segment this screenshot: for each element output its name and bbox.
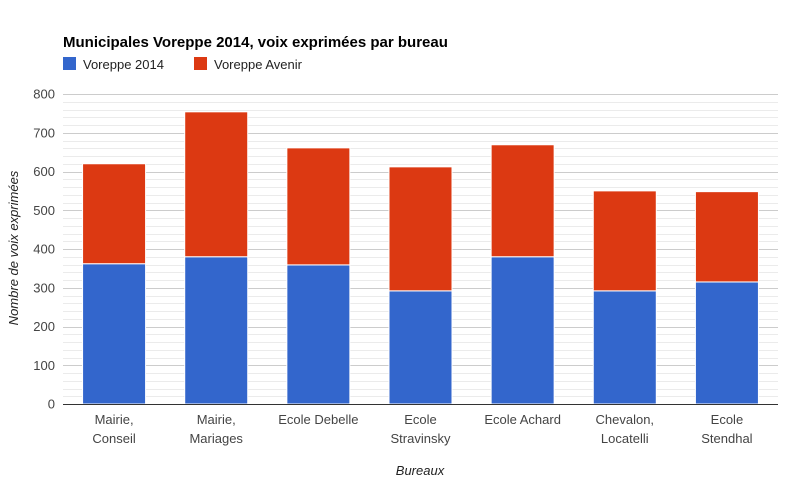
bar-segment-voreppe-avenir[interactable] (388, 166, 453, 292)
legend-swatch-voreppe-avenir (194, 57, 207, 70)
legend-swatch-voreppe-2014 (63, 57, 76, 70)
y-tick-label: 100 (33, 358, 55, 373)
x-tick-label: Ecole Stravinsky (391, 412, 451, 446)
x-axis-ticks: Mairie, Conseil Mairie, Mariages Ecole Debel… (92, 412, 752, 446)
x-tick-label: Ecole Debelle (278, 412, 358, 427)
y-axis-ticks: 0 100 200 300 400 500 600 700 800 (33, 87, 55, 412)
bar-segment-voreppe-2014[interactable] (184, 256, 249, 405)
chart-title: Municipales Voreppe 2014, voix exprimées… (63, 34, 448, 51)
bars (82, 111, 759, 405)
y-tick-label: 800 (33, 87, 55, 102)
bar-segment-voreppe-avenir[interactable] (592, 190, 657, 292)
y-tick-label: 0 (48, 397, 55, 412)
x-tick-label: Ecole Achard (484, 412, 561, 427)
bar-segment-voreppe-avenir[interactable] (490, 144, 555, 258)
y-tick-label: 600 (33, 164, 55, 179)
bar-segment-voreppe-2014[interactable] (388, 290, 453, 405)
bar-segment-voreppe-avenir[interactable] (184, 111, 249, 258)
x-tick-label: Chevalon, Locatelli (596, 412, 655, 446)
bar-segment-voreppe-2014[interactable] (592, 290, 657, 405)
bar-segment-voreppe-avenir[interactable] (286, 147, 351, 266)
x-tick-label: Ecole Stendhal (701, 412, 752, 446)
y-tick-label: 300 (33, 280, 55, 295)
bar-segment-voreppe-avenir[interactable] (82, 163, 147, 265)
y-axis-title: Nombre de voix exprimées (6, 170, 21, 325)
bar-segment-voreppe-2014[interactable] (286, 264, 351, 405)
y-tick-label: 200 (33, 319, 55, 334)
x-axis-title: Bureaux (396, 463, 445, 478)
legend: Voreppe 2014 Voreppe Avenir (63, 57, 303, 72)
y-tick-label: 500 (33, 203, 55, 218)
x-tick-label: Mairie, Conseil (92, 412, 135, 446)
y-tick-label: 700 (33, 125, 55, 140)
bar-segment-voreppe-2014[interactable] (490, 256, 555, 405)
bar-segment-voreppe-2014[interactable] (694, 281, 759, 405)
bar-segment-voreppe-2014[interactable] (82, 263, 147, 405)
y-tick-label: 400 (33, 242, 55, 257)
legend-label-voreppe-2014: Voreppe 2014 (83, 57, 164, 72)
bar-segment-voreppe-avenir[interactable] (694, 191, 759, 283)
x-tick-label: Mairie, Mariages (189, 412, 243, 446)
legend-label-voreppe-avenir: Voreppe Avenir (214, 57, 303, 72)
